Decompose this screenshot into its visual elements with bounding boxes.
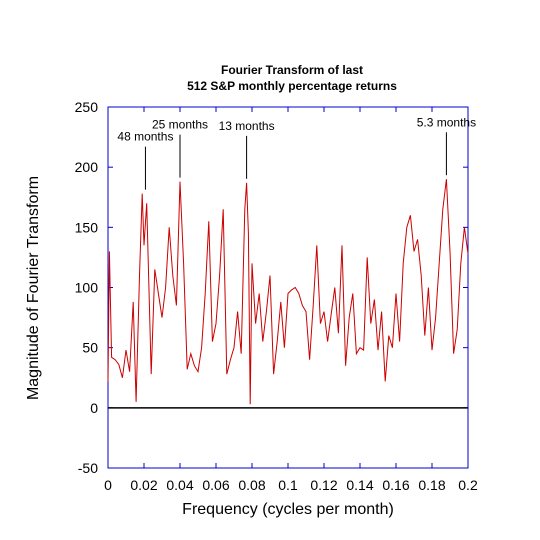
y-axis-label: Magnitude of Fourier Transform — [25, 176, 42, 400]
x-tick-label: 0.12 — [310, 477, 337, 493]
annotation-label: 25 months — [152, 118, 208, 132]
x-tick-label: 0.02 — [130, 477, 157, 493]
y-tick-label: 250 — [75, 99, 99, 115]
annotation-label: 13 months — [219, 119, 275, 133]
y-tick-label: -50 — [78, 460, 98, 476]
annotation-label: 5.3 months — [417, 115, 476, 129]
x-tick-label: 0.1 — [278, 477, 298, 493]
x-axis-label: Frequency (cycles per month) — [182, 501, 394, 518]
series-line — [107, 179, 469, 405]
y-tick-label: 50 — [82, 340, 98, 356]
y-tick-label: 200 — [75, 159, 99, 175]
plot-area: -50 0 50 100 150 200 250 0 0.02 0.04 0.06 0.08 0.1 0.… — [75, 99, 478, 493]
x-tick-label: 0.2 — [458, 477, 478, 493]
x-tick-label: 0.08 — [238, 477, 265, 493]
plot-frame — [107, 106, 469, 469]
annotation-label: 48 months — [117, 130, 173, 144]
y-tick-label: 0 — [90, 400, 98, 416]
x-tick-label: 0 — [104, 477, 112, 493]
y-tick-label: 150 — [75, 219, 99, 235]
x-tick-label: 0.18 — [418, 477, 445, 493]
x-tick-label: 0.16 — [382, 477, 409, 493]
x-tick-label: 0.14 — [346, 477, 373, 493]
y-tick-label: 100 — [75, 280, 99, 296]
x-tick-label: 0.04 — [166, 477, 193, 493]
x-tick-label: 0.06 — [202, 477, 229, 493]
chart-title-line2: 512 S&P monthly percentage returns — [187, 79, 397, 93]
chart-title-line1: Fourier Transform of last — [221, 63, 363, 77]
